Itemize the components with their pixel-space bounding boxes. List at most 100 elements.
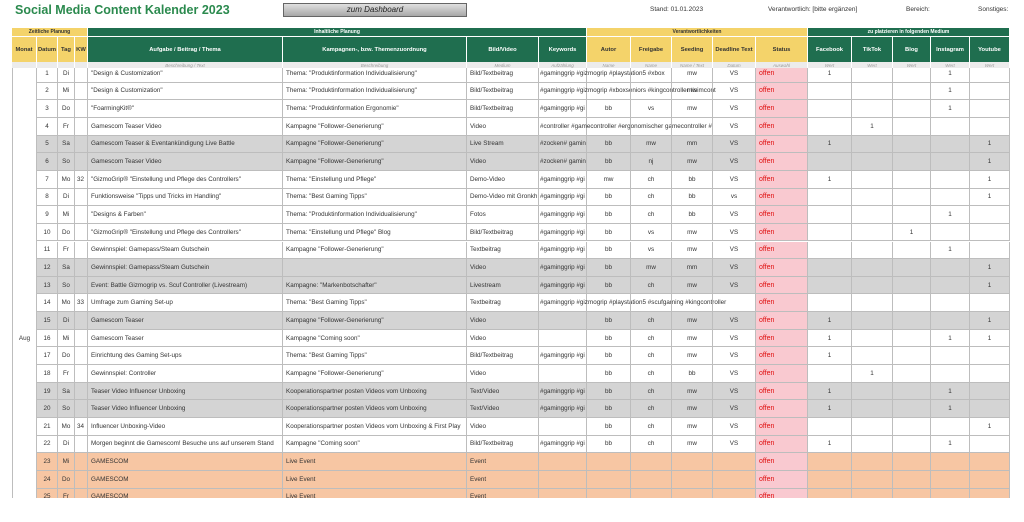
table-cell: ch bbox=[631, 329, 672, 348]
table-cell: Mo bbox=[58, 170, 75, 189]
table-cell: #gaminggrip #gi bbox=[539, 170, 587, 189]
table-cell: #zocken# gamin bbox=[539, 153, 587, 171]
table-cell: Mi bbox=[58, 329, 75, 348]
table-cell: Einrichtung des Gaming Set-ups bbox=[88, 347, 283, 366]
table-cell: Gamescom Teaser & Eventankündigung Live … bbox=[88, 135, 283, 154]
table-cell bbox=[852, 100, 893, 118]
table-cell: mw bbox=[672, 400, 713, 418]
table-cell bbox=[931, 418, 970, 436]
table-cell bbox=[808, 259, 852, 277]
sub-header: Name bbox=[587, 62, 631, 68]
column-header: Youtube bbox=[970, 37, 1010, 62]
table-cell: Thema: "Einstellung und Pflege" Blog bbox=[283, 223, 467, 242]
table-cell bbox=[631, 488, 672, 498]
table-cell: 1 bbox=[931, 400, 970, 418]
table-cell: ch bbox=[631, 276, 672, 295]
table-cell bbox=[893, 82, 931, 101]
table-cell: offen bbox=[756, 188, 808, 207]
table-cell: Kooperationspartner posten Videos vom Un… bbox=[283, 418, 467, 436]
table-cell bbox=[631, 82, 672, 101]
table-cell: ch bbox=[631, 312, 672, 330]
table-cell: offen bbox=[756, 453, 808, 471]
column-header: KW bbox=[75, 37, 88, 62]
table-cell bbox=[631, 453, 672, 471]
table-cell: Event bbox=[467, 453, 539, 471]
table-cell bbox=[970, 365, 1010, 383]
table-cell: vs bbox=[631, 100, 672, 118]
table-cell: "Design & Customization" bbox=[88, 68, 283, 83]
table-cell bbox=[970, 488, 1010, 498]
table-cell: 1 bbox=[852, 117, 893, 136]
table-cell bbox=[852, 68, 893, 83]
table-cell bbox=[852, 135, 893, 154]
table-cell: bb bbox=[587, 365, 631, 383]
table-cell: VS bbox=[713, 82, 756, 101]
table-cell: Kampagne "Follower-Generierung" bbox=[283, 365, 467, 383]
table-cell bbox=[931, 153, 970, 171]
table-cell: Bild/Textbeitrag bbox=[467, 435, 539, 454]
table-cell: ch bbox=[631, 418, 672, 436]
sub-header: Wert bbox=[931, 62, 970, 68]
table-cell bbox=[75, 100, 88, 118]
table-cell: 1 bbox=[931, 100, 970, 118]
table-cell bbox=[75, 329, 88, 348]
table-cell: mw bbox=[672, 276, 713, 295]
table-cell bbox=[970, 470, 1010, 489]
table-row: 1 Di "Design & Customization" Thema: "Produ… bbox=[37, 68, 1010, 83]
table-cell: bb bbox=[672, 206, 713, 224]
table-cell: Do bbox=[58, 223, 75, 242]
table-cell bbox=[75, 347, 88, 366]
table-row: 16 Mi Gamescom Teaser Kampagne "Coming soon… bbox=[37, 329, 1010, 348]
table-cell: 1 bbox=[808, 68, 852, 83]
table-cell: Kooperationspartner posten Videos vom Un… bbox=[283, 400, 467, 418]
table-row: 21 Mo 34 Influencer Unboxing-Video Kooperati… bbox=[37, 418, 1010, 436]
table-cell bbox=[931, 259, 970, 277]
table-cell bbox=[808, 82, 852, 101]
table-cell: 8 bbox=[37, 188, 58, 207]
table-cell bbox=[893, 153, 931, 171]
table-cell: #gaminggrip #gi bbox=[539, 241, 587, 260]
verantwortlich: Verantwortlich: [bitte ergänzen] bbox=[768, 6, 858, 13]
table-cell: bb bbox=[587, 153, 631, 171]
table-cell bbox=[970, 82, 1010, 101]
table-cell: Kampagne "Follower-Generierung" bbox=[283, 241, 467, 260]
table-cell bbox=[808, 223, 852, 242]
table-cell: offen bbox=[756, 170, 808, 189]
stand: Stand: 01.01.2023 bbox=[650, 6, 704, 13]
table-cell: bb bbox=[587, 241, 631, 260]
table-cell: vs bbox=[631, 241, 672, 260]
dashboard-button[interactable]: zum Dashboard bbox=[283, 3, 467, 17]
table-cell: 24 bbox=[37, 470, 58, 489]
table-cell bbox=[893, 470, 931, 489]
table-cell: #gaminggrip #gi bbox=[539, 400, 587, 418]
table-cell bbox=[852, 206, 893, 224]
table-cell bbox=[893, 382, 931, 401]
column-header: Freigabe bbox=[631, 37, 672, 62]
table-row: 23 Mi GAMESCOM Live Event Event offen bbox=[37, 453, 1010, 471]
table-cell bbox=[75, 117, 88, 136]
table-cell bbox=[970, 206, 1010, 224]
table-cell bbox=[893, 135, 931, 154]
table-cell: 9 bbox=[37, 206, 58, 224]
table-cell: bb bbox=[672, 170, 713, 189]
table-cell bbox=[75, 470, 88, 489]
table-cell: nj bbox=[631, 153, 672, 171]
table-cell: GAMESCOM bbox=[88, 453, 283, 471]
table-cell: offen bbox=[756, 276, 808, 295]
month-column bbox=[12, 68, 37, 498]
group-header: Zeitliche Planung bbox=[12, 28, 88, 37]
column-header: Monat bbox=[12, 37, 37, 62]
table-cell: offen bbox=[756, 206, 808, 224]
sub-header bbox=[37, 62, 58, 68]
table-cell: 1 bbox=[931, 329, 970, 348]
table-cell: #gaminggrip #gi bbox=[539, 188, 587, 207]
table-cell bbox=[539, 488, 587, 498]
table-cell bbox=[672, 294, 713, 313]
table-cell: 15 bbox=[37, 312, 58, 330]
table-row: 4 Fr Gamescom Teaser Video Kampagne "Follow… bbox=[37, 117, 1010, 136]
table-cell bbox=[931, 223, 970, 242]
table-cell bbox=[587, 82, 631, 101]
table-cell: offen bbox=[756, 259, 808, 277]
table-cell: 25 bbox=[37, 488, 58, 498]
table-cell bbox=[852, 382, 893, 401]
